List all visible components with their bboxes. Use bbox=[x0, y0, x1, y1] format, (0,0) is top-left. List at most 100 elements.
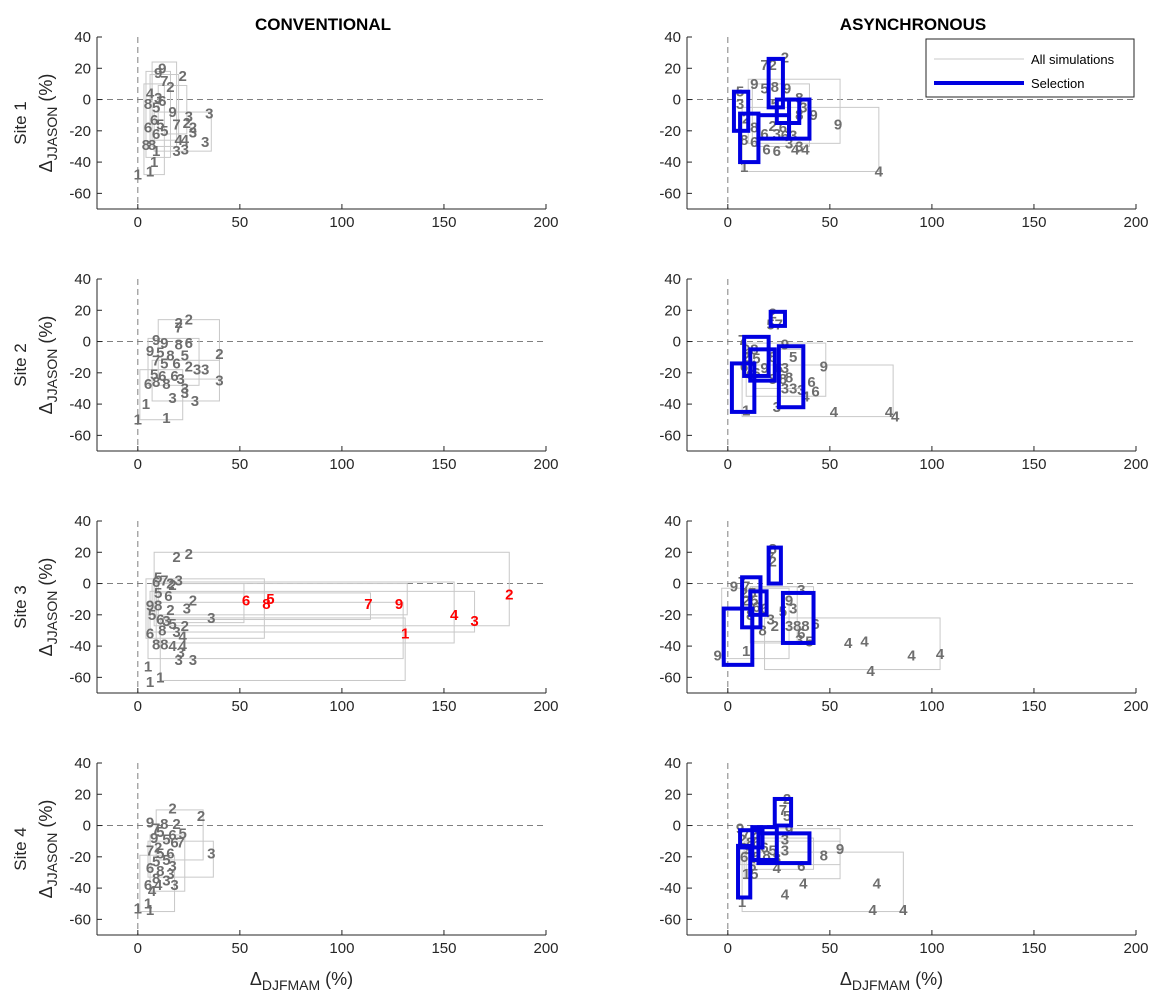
point-label: 2 bbox=[742, 593, 750, 610]
point-label: 7 bbox=[738, 332, 746, 349]
x-tick: 50 bbox=[822, 204, 838, 231]
y-tick-label: -40 bbox=[69, 638, 91, 655]
point-label: 5 bbox=[160, 355, 168, 372]
y-tick: 20 bbox=[74, 786, 102, 803]
x-tick: 100 bbox=[919, 204, 944, 231]
x-tick-label: 150 bbox=[431, 698, 456, 715]
point-label: 3 bbox=[193, 362, 201, 379]
point-label-highlight: 5 bbox=[266, 591, 274, 608]
point-label: 3 bbox=[201, 134, 209, 151]
point-label: 5 bbox=[760, 81, 768, 98]
point-label: 3 bbox=[207, 846, 215, 863]
y-tick: 20 bbox=[664, 302, 692, 319]
point-label-highlight: 7 bbox=[364, 596, 372, 613]
x-tick: 200 bbox=[533, 688, 559, 715]
y-tick: 20 bbox=[664, 60, 692, 77]
x-tick-label: 200 bbox=[1123, 698, 1148, 715]
legend-label-all: All simulations bbox=[1031, 52, 1115, 67]
y-tick: 0 bbox=[673, 334, 692, 351]
point-label: 6 bbox=[752, 835, 760, 852]
range-box-all bbox=[764, 617, 941, 671]
x-tick-label: 50 bbox=[822, 698, 839, 715]
y-tick-label: -20 bbox=[659, 123, 681, 140]
x-tick-label: 50 bbox=[232, 698, 249, 715]
point-label: 9 bbox=[742, 341, 750, 358]
x-tick-label: 0 bbox=[724, 214, 732, 231]
y-tick: 40 bbox=[664, 29, 692, 46]
point-label: 5 bbox=[162, 852, 170, 869]
x-tick-label: 0 bbox=[134, 456, 142, 473]
point-label: 7 bbox=[177, 835, 185, 852]
legend: All simulations Selection bbox=[925, 38, 1135, 98]
point-label: 8 bbox=[160, 816, 168, 833]
point-label: 9 bbox=[152, 332, 160, 349]
y-tick-label: -20 bbox=[69, 607, 91, 624]
y-tick-label: 0 bbox=[673, 818, 681, 835]
point-label: 3 bbox=[785, 135, 793, 152]
point-label: 3 bbox=[189, 652, 197, 669]
point-label: 8 bbox=[152, 871, 160, 888]
y-axis-label: ΔJJASON (%) bbox=[36, 800, 60, 899]
point-label: 2 bbox=[179, 68, 187, 85]
y-tick-label: -60 bbox=[69, 669, 91, 686]
x-tick: 100 bbox=[919, 446, 944, 473]
point-label: 4 bbox=[168, 638, 177, 655]
point-label: 4 bbox=[844, 635, 853, 652]
point-label: 1 bbox=[742, 643, 750, 660]
point-label: 2 bbox=[750, 825, 758, 842]
point-label: 3 bbox=[162, 613, 170, 630]
point-label: 4 bbox=[801, 388, 810, 405]
point-label: 3 bbox=[168, 858, 176, 875]
range-box-all bbox=[721, 587, 790, 660]
y-tick-label: 40 bbox=[664, 29, 681, 46]
point-label: 3 bbox=[785, 618, 793, 635]
y-tick-label: 0 bbox=[673, 92, 681, 109]
point-label: 2 bbox=[189, 593, 197, 610]
point-label: 6 bbox=[158, 368, 166, 385]
x-tick: 100 bbox=[329, 446, 354, 473]
point-label: 6 bbox=[152, 574, 160, 591]
x-tick-label: 0 bbox=[134, 940, 142, 957]
point-label: 8 bbox=[152, 637, 160, 654]
point-label: 2 bbox=[189, 120, 197, 137]
point-label: 2 bbox=[740, 585, 748, 602]
y-tick-label: 20 bbox=[664, 544, 681, 561]
range-box-all bbox=[147, 601, 404, 660]
point-label: 3 bbox=[162, 872, 170, 889]
x-tick-label: 100 bbox=[919, 698, 944, 715]
point-label: 2 bbox=[168, 800, 176, 817]
y-tick: 0 bbox=[83, 92, 102, 109]
y-tick: 40 bbox=[74, 513, 102, 530]
y-tick-label: 40 bbox=[74, 513, 91, 530]
point-label: 2 bbox=[181, 618, 189, 635]
range-box-selection bbox=[750, 825, 779, 862]
point-label: 2 bbox=[197, 808, 205, 825]
y-tick-label: -20 bbox=[659, 849, 681, 866]
x-tick-label: 50 bbox=[232, 940, 249, 957]
row-label-site2: Site 2 bbox=[11, 343, 30, 386]
range-box-all bbox=[157, 84, 188, 135]
point-label: 1 bbox=[738, 894, 746, 911]
point-label: 7 bbox=[146, 843, 154, 860]
x-tick-label: 0 bbox=[724, 456, 732, 473]
x-tick-label: 50 bbox=[232, 456, 249, 473]
point-label: 2 bbox=[166, 79, 174, 96]
x-tick: 200 bbox=[533, 204, 559, 231]
point-label: 6 bbox=[781, 128, 789, 145]
x-tick: 150 bbox=[431, 930, 456, 957]
column-title-conventional: CONVENTIONAL bbox=[255, 15, 391, 34]
point-label: 3 bbox=[789, 128, 797, 145]
point-label: 6 bbox=[748, 858, 756, 875]
point-label: 5 bbox=[168, 616, 176, 633]
point-label: 4 bbox=[873, 875, 882, 892]
y-tick-label: -40 bbox=[659, 154, 681, 171]
point-label: 5 bbox=[789, 349, 797, 366]
point-label: 5 bbox=[748, 359, 756, 376]
x-tick: 100 bbox=[919, 930, 944, 957]
range-box-selection bbox=[768, 309, 787, 328]
x-tick-label: 150 bbox=[431, 456, 456, 473]
y-tick: 40 bbox=[664, 755, 692, 772]
point-label: 1 bbox=[144, 658, 152, 675]
x-tick: 50 bbox=[822, 688, 839, 715]
